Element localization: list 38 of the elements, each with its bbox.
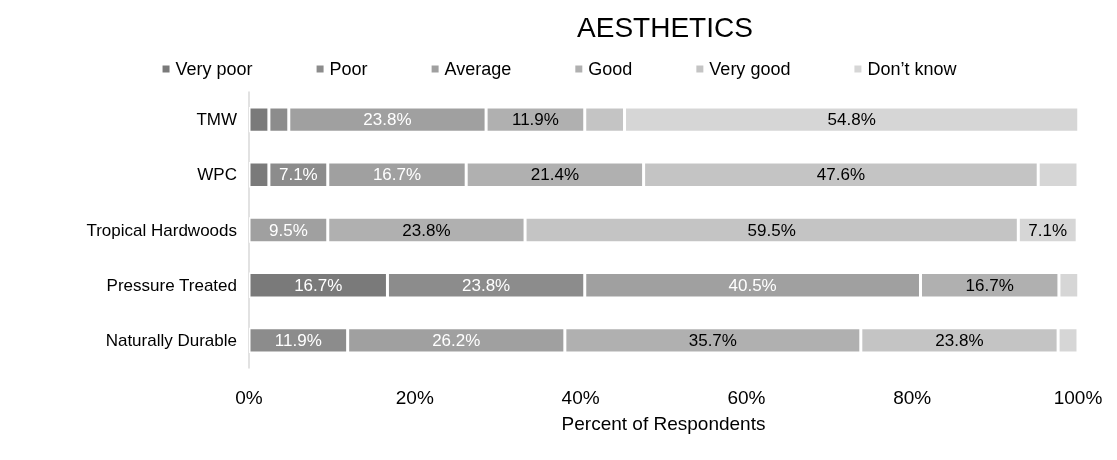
y-tick-label: Pressure Treated [106,275,237,295]
legend-label: Very poor [175,59,253,79]
data-label: 16.7% [294,275,343,295]
data-label: 47.6% [816,165,866,185]
x-tick-label: 80% [893,387,932,408]
data-label: 21.4% [530,165,579,185]
x-tick-label: 40% [561,387,600,408]
data-label: 23.8% [402,220,451,240]
data-label: 35.7% [688,330,737,350]
data-label: 11.9% [511,110,559,130]
data-label: 59.5% [747,220,796,240]
x-tick-label: 0% [235,387,263,408]
legend-label: Good [588,59,633,79]
x-tick-label: 60% [727,387,766,408]
data-label: 16.7% [372,165,422,185]
data-label: 26.2% [432,330,481,350]
data-label: 9.5% [269,220,308,240]
y-tick-label: Tropical Hardwoods [86,220,237,240]
legend-label: Average [444,59,512,79]
x-tick-label: 20% [395,387,434,408]
x-axis-title: Percent of Respondents [561,413,766,434]
data-label: 23.8% [935,330,984,350]
data-label: 16.7% [965,275,1014,295]
data-label: 7.1% [1028,220,1068,240]
data-label: 54.8% [827,110,876,130]
data-label: 7.1% [278,165,318,185]
data-label: 40.5% [728,275,777,295]
x-tick-label: 100% [1053,387,1103,408]
y-tick-label: Naturally Durable [105,330,237,350]
legend-label: Poor [329,59,368,79]
data-label: 11.9% [274,330,322,350]
legend-label: Don’t know [867,59,958,79]
data-label: 23.8% [363,110,412,130]
data-label: 23.8% [461,275,511,295]
chart-title: AESTHETICS [577,11,753,43]
y-tick-label: WPC [197,165,237,185]
legend-label: Very good [709,59,791,79]
y-tick-label: TMW [196,110,237,130]
